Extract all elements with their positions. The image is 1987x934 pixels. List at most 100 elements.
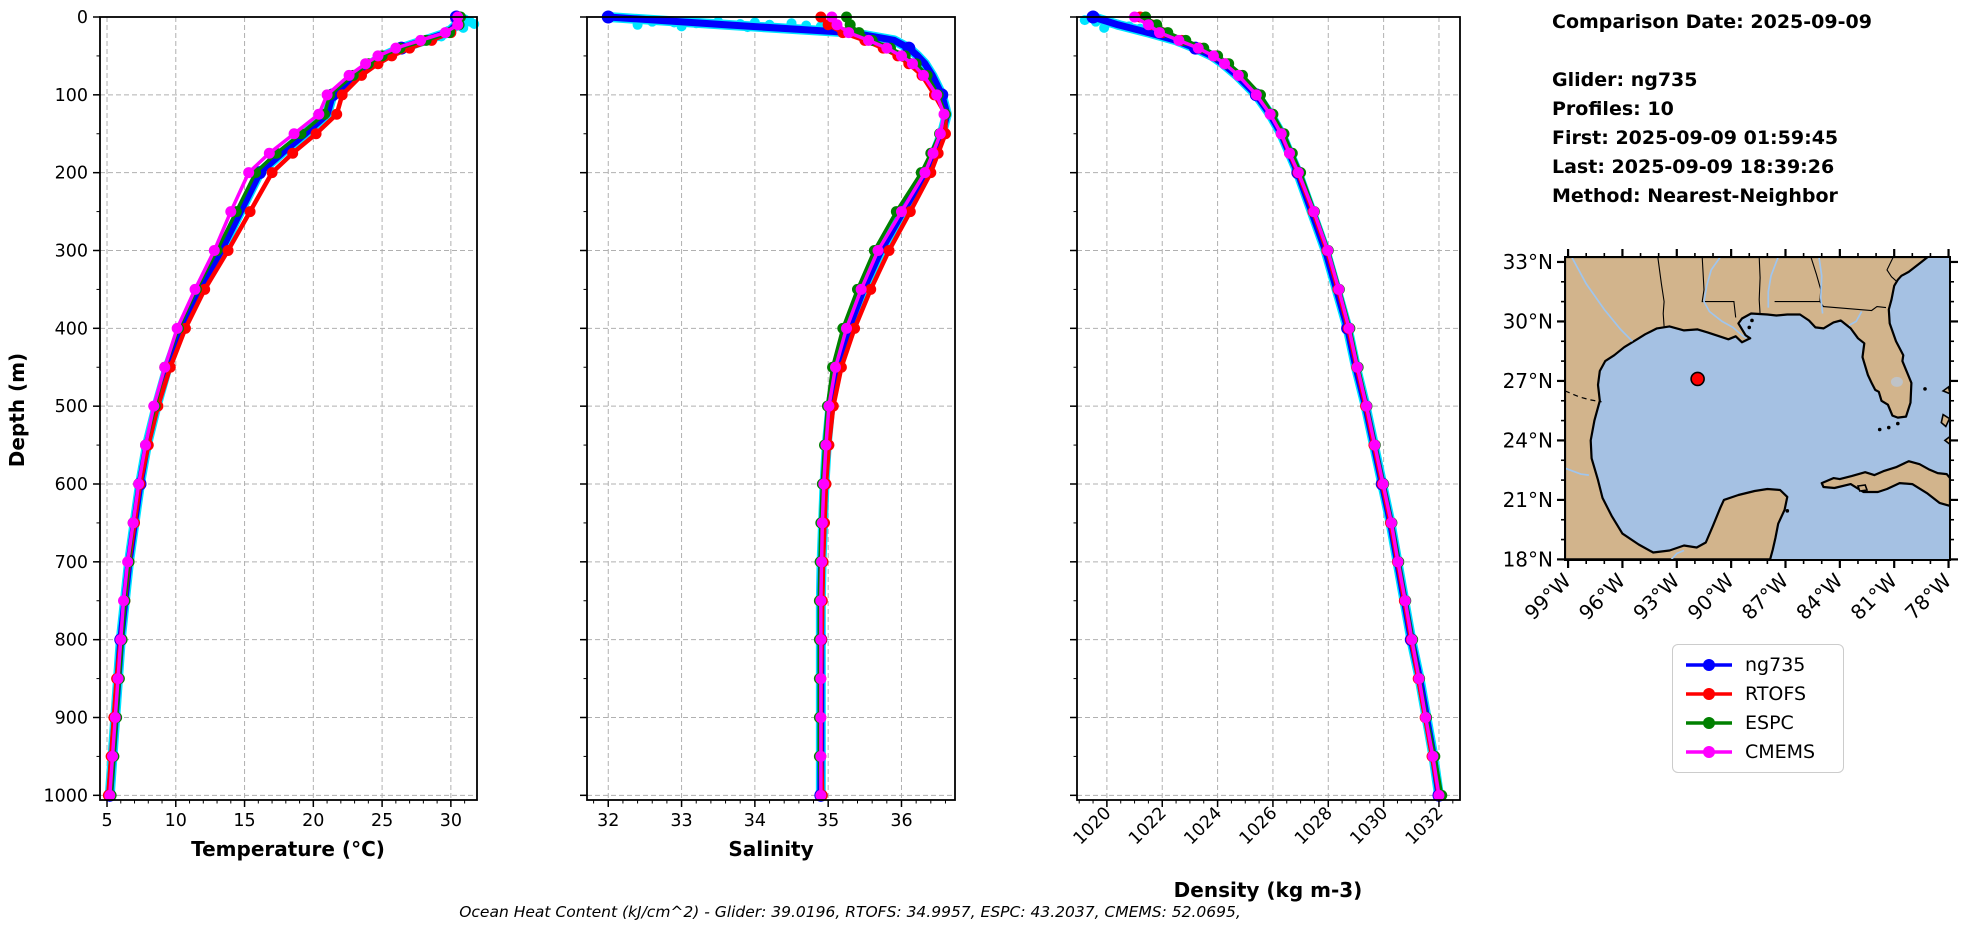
svg-text:10: 10 — [165, 811, 187, 831]
svg-text:35: 35 — [817, 811, 839, 831]
svg-text:15: 15 — [233, 811, 255, 831]
series-CMEMS-markers — [1129, 11, 1445, 801]
plot-spines — [1076, 16, 1461, 801]
map-islet — [1923, 387, 1927, 391]
ticks — [1070, 16, 1454, 807]
map-river — [1848, 311, 1863, 327]
map-islet — [1896, 421, 1900, 426]
svg-text:800: 800 — [55, 631, 88, 651]
map-frame — [1564, 256, 1951, 561]
svg-text:100: 100 — [55, 86, 88, 106]
depth-axis-label: Depth (m) — [5, 353, 29, 467]
svg-text:87°W: 87°W — [1737, 568, 1793, 624]
map-river — [1670, 549, 1685, 560]
svg-text:18°N: 18°N — [1503, 547, 1553, 571]
series-CMEMS-markers — [104, 11, 464, 801]
svg-text:300: 300 — [55, 241, 88, 261]
map-glider-marker — [1690, 371, 1705, 387]
map-river — [1703, 257, 1747, 340]
svg-text:93°W: 93°W — [1628, 568, 1684, 624]
first-time-line: First: 2025-09-09 01:59:45 — [1552, 127, 1839, 149]
map-islet — [1750, 318, 1754, 323]
temperature-profile-plot: 5 10 15 20 25 3001002003004005006007008009001… — [5, 8, 480, 861]
svg-text:24°N: 24°N — [1503, 428, 1553, 452]
legend-label: RTOFS — [1745, 683, 1807, 705]
info-panel: Comparison Date: 2025-09-09 Glider: ng73… — [1552, 8, 1872, 211]
svg-text:0: 0 — [77, 8, 88, 28]
legend-label: CMEMS — [1745, 741, 1816, 763]
svg-text:600: 600 — [55, 475, 88, 495]
legend-line-marker-swatch — [1686, 688, 1732, 700]
legend: ng735 RTOFS ESPC CMEMS — [1672, 644, 1844, 773]
map-land-mainland — [1565, 257, 1929, 560]
map-islet — [1785, 509, 1790, 513]
plot-spines — [586, 16, 956, 801]
map-lake-okeechobee — [1890, 376, 1903, 387]
last-time-line: Last: 2025-09-09 18:39:26 — [1552, 156, 1835, 178]
density-profile-xlabel: Density (kg m-3) — [1174, 878, 1363, 902]
salinity-profile-plot: 32 33 34 35 36 Salinity — [580, 10, 956, 861]
svg-text:30: 30 — [440, 811, 462, 831]
plot-spines — [99, 16, 478, 801]
svg-text:84°W: 84°W — [1791, 568, 1847, 624]
svg-text:1020: 1020 — [1070, 803, 1116, 849]
ticks — [93, 16, 466, 807]
profiles-line: Profiles: 10 — [1552, 98, 1674, 120]
svg-text:81°W: 81°W — [1846, 568, 1902, 624]
svg-text:25: 25 — [371, 811, 393, 831]
tick-labels: 1020 1022 1024 1026 1028 1030 1032 — [1070, 803, 1448, 849]
salinity-profile-xlabel: Salinity — [728, 837, 813, 861]
svg-text:1032: 1032 — [1402, 803, 1448, 849]
map-islet — [1747, 325, 1752, 330]
svg-text:96°W: 96°W — [1574, 568, 1630, 624]
legend-item-espc: ESPC — [1685, 712, 1831, 734]
map-land-cuba — [1820, 460, 1950, 507]
map-river — [1565, 467, 1590, 476]
legend-label: ESPC — [1745, 712, 1794, 734]
grid — [587, 16, 955, 800]
svg-text:900: 900 — [55, 708, 88, 728]
map-islet — [1877, 427, 1882, 432]
temperature-profile-xlabel: Temperature (°C) — [191, 837, 385, 861]
map-river — [1818, 257, 1824, 314]
tick-labels: 32 33 34 35 36 — [597, 811, 913, 831]
svg-text:1022: 1022 — [1125, 803, 1171, 849]
svg-text:700: 700 — [55, 553, 88, 573]
svg-text:33: 33 — [670, 811, 692, 831]
svg-text:5: 5 — [101, 811, 112, 831]
glider-line: Glider: ng735 — [1552, 69, 1698, 91]
legend-line-marker-swatch — [1686, 717, 1732, 729]
map-river — [1570, 257, 1634, 342]
legend-line-marker-swatch — [1686, 746, 1732, 758]
svg-text:200: 200 — [55, 164, 88, 184]
svg-text:500: 500 — [55, 397, 88, 417]
map-land-bahamas-3 — [1943, 435, 1950, 446]
svg-text:1026: 1026 — [1236, 803, 1282, 849]
svg-text:30°N: 30°N — [1503, 309, 1553, 333]
svg-text:36: 36 — [890, 811, 912, 831]
svg-text:400: 400 — [55, 319, 88, 339]
grid — [1077, 16, 1460, 800]
svg-text:99°W: 99°W — [1520, 568, 1576, 624]
map-layers — [1565, 257, 1950, 560]
svg-text:20: 20 — [302, 811, 324, 831]
map-ticks — [1557, 249, 1958, 568]
legend-item-cmems: CMEMS — [1685, 741, 1831, 763]
map-state-border — [1758, 257, 1761, 315]
svg-text:21°N: 21°N — [1503, 488, 1553, 512]
svg-text:78°W: 78°W — [1900, 568, 1956, 624]
svg-text:27°N: 27°N — [1503, 369, 1553, 393]
map-international-border — [1565, 390, 1602, 403]
svg-text:1024: 1024 — [1180, 803, 1226, 849]
svg-text:1030: 1030 — [1347, 803, 1393, 849]
ohc-caption: Ocean Heat Content (kJ/cm^2) - Glider: 3… — [459, 903, 1241, 921]
series-CMEMS-markers — [815, 11, 950, 801]
tick-labels: 5 10 15 20 25 3001002003004005006007008009001… — [43, 8, 462, 831]
svg-text:1028: 1028 — [1291, 803, 1337, 849]
svg-text:32: 32 — [597, 811, 619, 831]
svg-text:34: 34 — [744, 811, 766, 831]
svg-text:33°N: 33°N — [1503, 250, 1553, 274]
location-map: 33°N 30°N 27°N 24°N 21°N 18°N99°W96°W93°W90°W… — [1503, 249, 1958, 625]
svg-text:1000: 1000 — [43, 786, 88, 806]
